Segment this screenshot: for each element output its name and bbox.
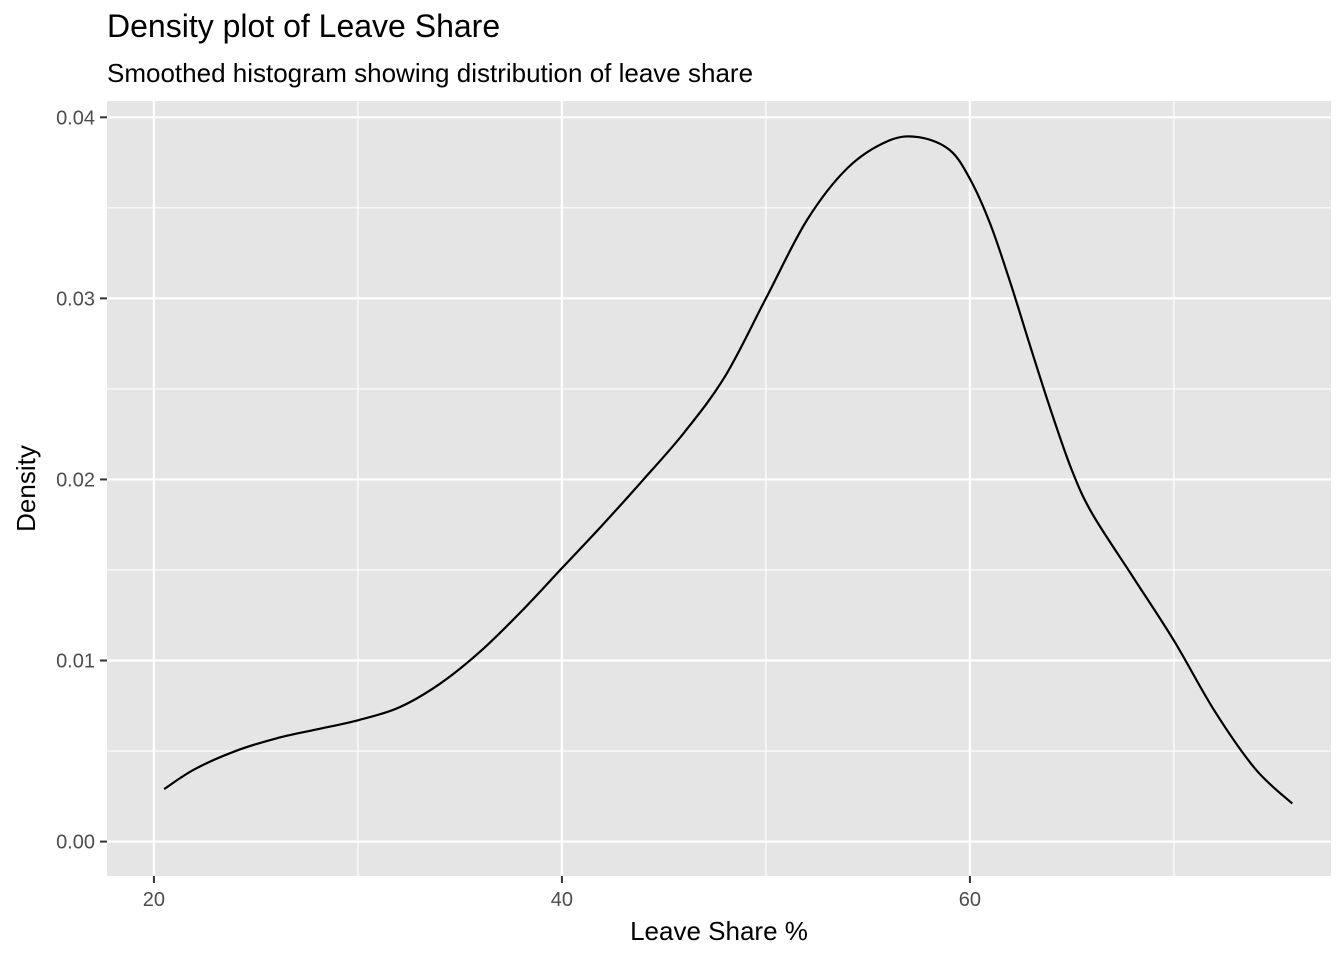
density-curve [163, 135, 1293, 805]
y-tick-label: 0.03 [56, 288, 95, 310]
x-axis: 20 40 60 [143, 876, 981, 911]
x-tick-label: 20 [143, 889, 165, 911]
x-axis-title: Leave Share % [630, 916, 808, 946]
y-axis: 0.00 0.01 0.02 0.03 0.04 [56, 107, 107, 854]
chart-subtitle: Smoothed histogram showing distribution … [107, 58, 754, 88]
x-tick-label: 60 [959, 889, 981, 911]
y-tick-label: 0.00 [56, 832, 95, 854]
x-tick-label: 40 [551, 889, 573, 911]
y-tick-label: 0.04 [56, 107, 95, 129]
chart-title: Density plot of Leave Share [107, 8, 501, 44]
major-gridlines [107, 101, 1331, 876]
y-tick-label: 0.02 [56, 469, 95, 491]
plot-panel [107, 101, 1331, 876]
minor-gridlines [107, 101, 1331, 876]
y-axis-title: Density [11, 445, 41, 532]
y-tick-label: 0.01 [56, 651, 95, 673]
